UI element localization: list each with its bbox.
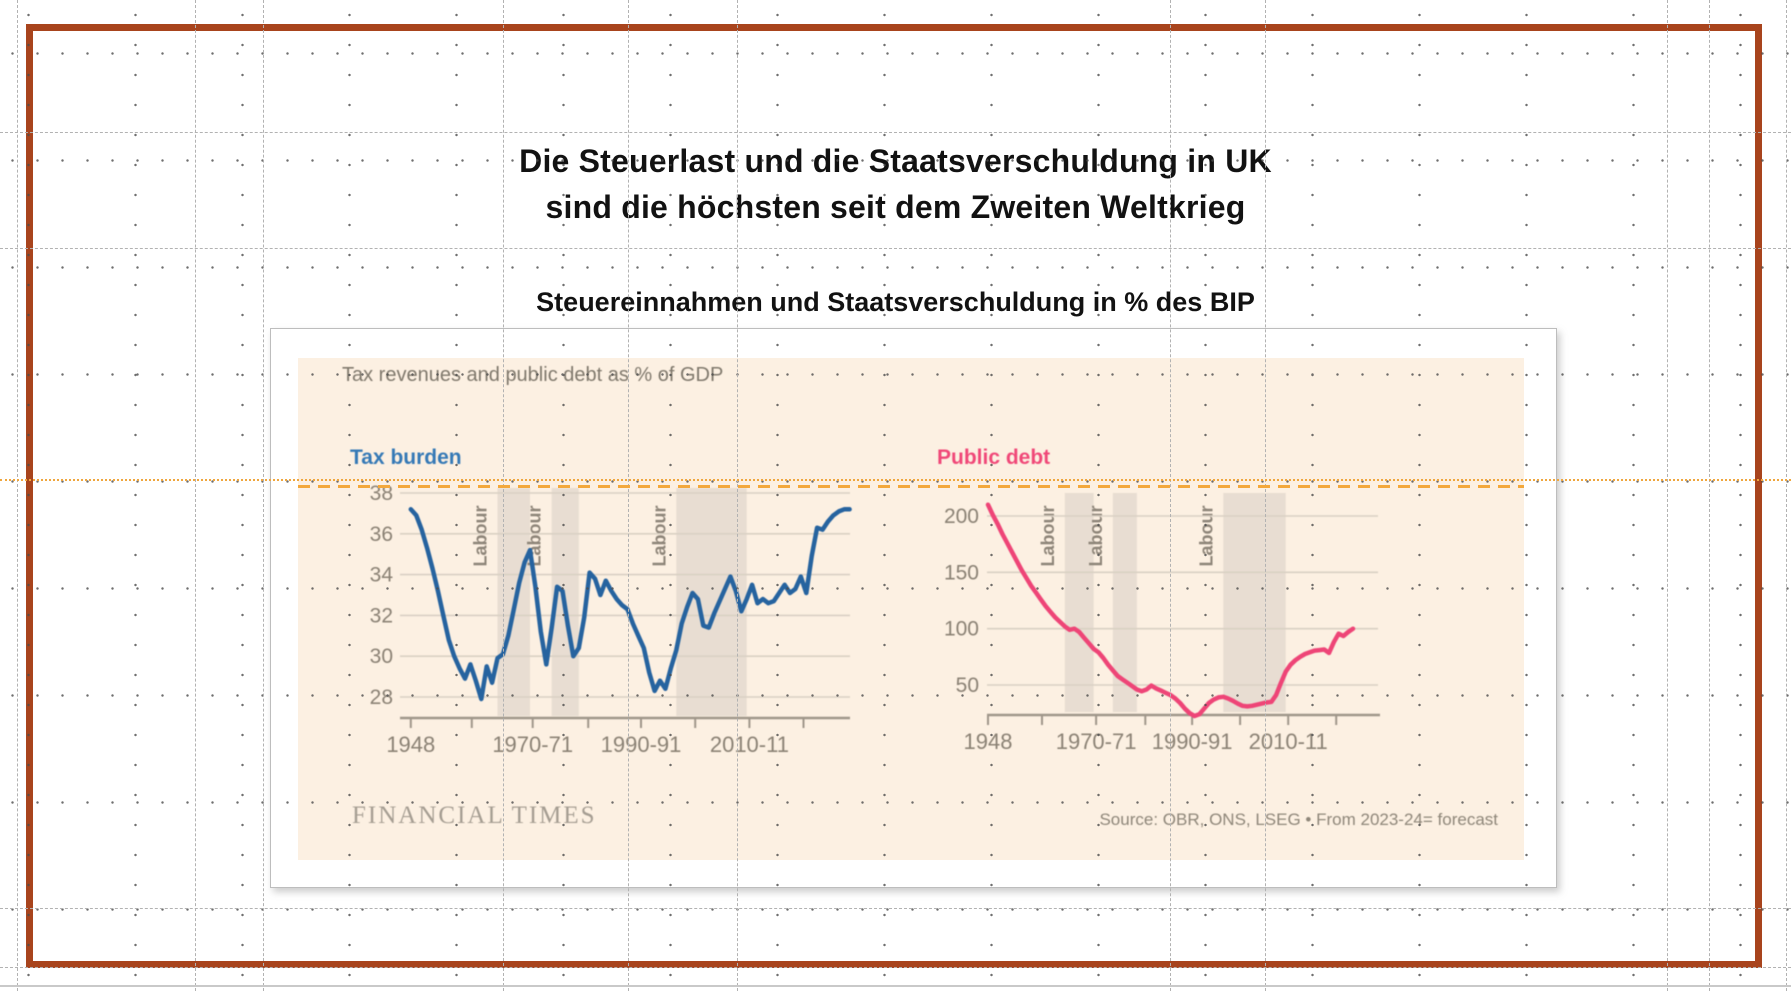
svg-text:36: 36: [370, 523, 393, 546]
svg-text:1948: 1948: [964, 729, 1013, 754]
financial-times-logo: FINANCIAL TIMES: [352, 802, 597, 829]
public-debt-label: Public debt: [937, 446, 1051, 469]
svg-text:28: 28: [370, 686, 393, 709]
canvas-bottom-edge: [0, 985, 1791, 987]
title-line-2: sind die höchsten seit dem Zweiten Weltk…: [545, 189, 1246, 225]
svg-text:38: 38: [370, 482, 393, 505]
svg-text:34: 34: [370, 564, 394, 587]
svg-text:Labour: Labour: [1038, 506, 1058, 567]
svg-text:2010-11: 2010-11: [710, 732, 789, 757]
svg-text:1970-71: 1970-71: [1056, 729, 1137, 754]
title-textbox[interactable]: Die Steuerlast und die Staatsverschuldun…: [0, 138, 1791, 230]
svg-text:32: 32: [370, 604, 393, 627]
svg-text:50: 50: [956, 674, 979, 697]
svg-text:1990-91: 1990-91: [601, 732, 682, 757]
svg-text:2010-11: 2010-11: [1249, 729, 1328, 754]
svg-text:Labour: Labour: [1196, 506, 1216, 567]
svg-text:200: 200: [944, 505, 979, 528]
svg-text:Labour: Labour: [1086, 506, 1106, 567]
subtitle-textbox[interactable]: Steuereinnahmen und Staatsverschuldung i…: [536, 287, 1255, 317]
svg-text:1970-71: 1970-71: [492, 732, 573, 757]
title-line-1: Die Steuerlast und die Staatsverschuldun…: [519, 143, 1272, 179]
chart-title: Tax revenues and public debt as % of GDP: [342, 364, 724, 386]
svg-text:1948: 1948: [386, 732, 435, 757]
public-debt-chart: Labour Labour Labour 200 150 100 50 1948 1970-71…: [944, 493, 1380, 754]
ft-chart-content: Tax revenues and public debt as % of GDP…: [298, 358, 1524, 860]
svg-text:100: 100: [944, 618, 979, 641]
tax-burden-label: Tax burden: [350, 446, 462, 469]
ft-chart-image[interactable]: Tax revenues and public debt as % of GDP…: [298, 358, 1524, 860]
svg-text:Labour: Labour: [471, 506, 491, 567]
source-note: Source: OBR, ONS, LSEG • From 2023-24= f…: [1099, 810, 1498, 829]
svg-text:1990-91: 1990-91: [1152, 729, 1233, 754]
svg-text:150: 150: [944, 561, 979, 584]
svg-text:30: 30: [370, 645, 393, 668]
svg-text:Labour: Labour: [649, 506, 669, 567]
